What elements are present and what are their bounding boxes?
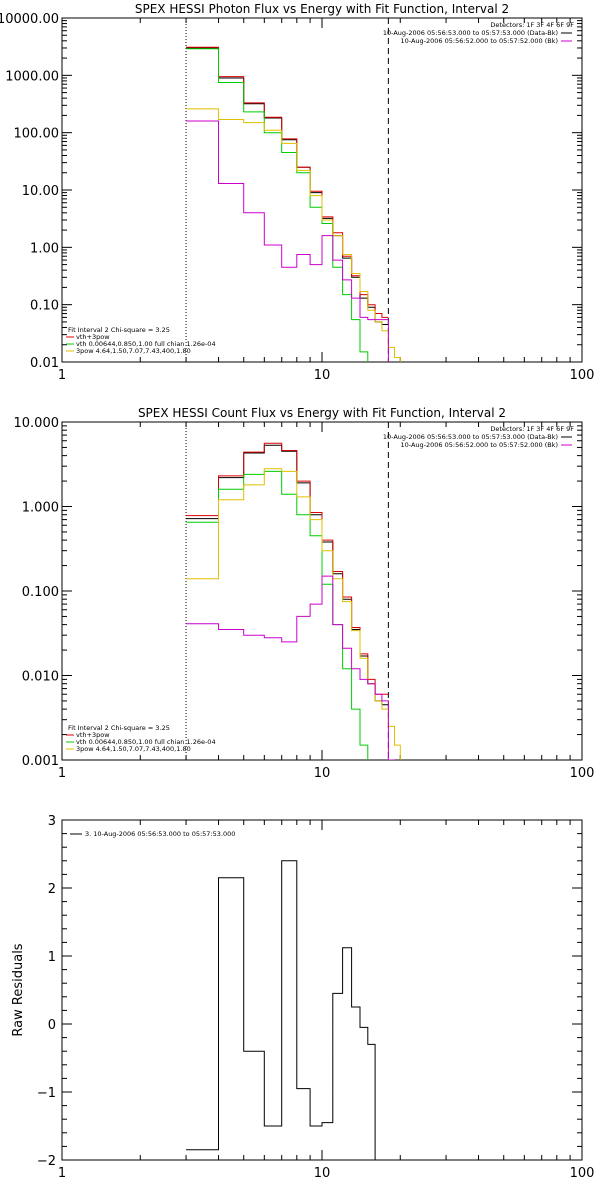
x-tick-label: 100 xyxy=(570,766,595,781)
legend-top-text: 10-Aug-2006 05:56:52.000 to 05:57:52.000… xyxy=(401,441,558,449)
legend-bottom-text: Fit Interval 2 Chi-square = 3.25 xyxy=(68,326,170,334)
legend-top-text: 10-Aug-2006 05:56:53.000 to 05:57:53.000… xyxy=(383,29,558,37)
y-tick-label: 0.100 xyxy=(22,585,59,600)
series-1-histogram xyxy=(186,444,389,706)
y-tick-label: 1.000 xyxy=(22,501,59,516)
detectors-annotation: Detectors: 1F 3F 4F 6F 9F xyxy=(490,21,574,29)
y-tick-label: 10.00 xyxy=(22,184,59,199)
chart-title: SPEX HESSI Photon Flux vs Energy with Fi… xyxy=(135,2,509,16)
y-tick-label: 10000.00 xyxy=(0,12,59,27)
series-group xyxy=(186,860,389,1160)
y-tick-label: −2 xyxy=(37,1154,56,1169)
series-4-histogram xyxy=(186,108,401,362)
chart-title: SPEX HESSI Count Flux vs Energy with Fit… xyxy=(138,406,506,420)
legend-bottom-text: vth+3pow xyxy=(76,333,110,341)
legend-bottom-text: vth 0.00644,0.850,1.00 full chian 1.26e-… xyxy=(76,340,216,348)
x-tick-label: 10 xyxy=(314,766,331,781)
series-2-histogram xyxy=(186,46,389,318)
panel-3: 1 10 100 −2 −1 0 1 2 3 Raw Residuals 3. 10-Aug-200… xyxy=(11,814,594,1181)
series-5-histogram xyxy=(186,120,389,362)
series-3-histogram xyxy=(186,48,369,362)
y-tick-label: −1 xyxy=(37,1086,56,1101)
legend-bottom-text: vth 0.00644,0.850,1.00 full chian 1.26e-… xyxy=(76,738,216,746)
x-tick-label: 10 xyxy=(314,368,331,383)
legend-bottom-text: Fit Interval 2 Chi-square = 3.25 xyxy=(68,724,170,732)
legend-top-text: 10-Aug-2006 05:56:52.000 to 05:57:52.000… xyxy=(401,37,558,45)
plot-frame xyxy=(61,17,583,363)
legend-bottom-text: 3pow 4.64,1.50,7.07,7.43,400,1.80 xyxy=(76,347,191,355)
legend-top-text: 10-Aug-2006 05:56:53.000 to 05:57:53.000… xyxy=(383,433,558,441)
series-3-histogram xyxy=(186,470,369,760)
x-tick-label: 10 xyxy=(314,1166,331,1181)
series-group xyxy=(186,46,401,362)
y-tick-label: 3 xyxy=(48,814,56,829)
y-tick-label: 2 xyxy=(48,882,56,897)
series-1-histogram xyxy=(186,860,389,1160)
y-tick-label: 1 xyxy=(48,950,56,965)
y-tick-label: 10.000 xyxy=(14,416,60,431)
panel-1: SPEX HESSI Photon Flux vs Energy with Fi… xyxy=(0,2,595,383)
y-tick-label: 0.001 xyxy=(22,754,59,769)
panel-2: SPEX HESSI Count Flux vs Energy with Fit… xyxy=(14,406,595,781)
x-tick-label: 1 xyxy=(58,1166,66,1181)
detectors-annotation: Detectors: 1F 3F 4F 6F 9F xyxy=(490,425,574,433)
legend-bottom-text: 3pow 4.64,1.50,7.07,7.43,400,1.80 xyxy=(76,745,191,753)
y-tick-label: 0.10 xyxy=(30,299,59,314)
y-axis-label: Raw Residuals xyxy=(11,943,26,1036)
series-group xyxy=(186,442,401,760)
y-tick-label: 1000.00 xyxy=(5,69,59,84)
x-tick-label: 1 xyxy=(58,766,66,781)
legend-bottom-text: vth+3pow xyxy=(76,731,110,739)
y-tick-label: 100.00 xyxy=(14,127,60,142)
y-tick-label: 0.01 xyxy=(30,356,59,371)
x-tick-label: 100 xyxy=(570,1166,595,1181)
y-tick-label: 0.010 xyxy=(22,670,59,685)
x-tick-label: 100 xyxy=(570,368,595,383)
series-5-histogram xyxy=(186,575,395,760)
series-2-histogram xyxy=(186,442,389,695)
legend-text: 3. 10-Aug-2006 05:56:53.000 to 05:57:53.… xyxy=(85,830,235,838)
plot-frame xyxy=(61,819,583,1161)
x-tick-label: 1 xyxy=(58,368,66,383)
y-tick-label: 0 xyxy=(48,1018,56,1033)
y-tick-label: 1.00 xyxy=(30,241,59,256)
series-1-histogram xyxy=(186,47,389,325)
